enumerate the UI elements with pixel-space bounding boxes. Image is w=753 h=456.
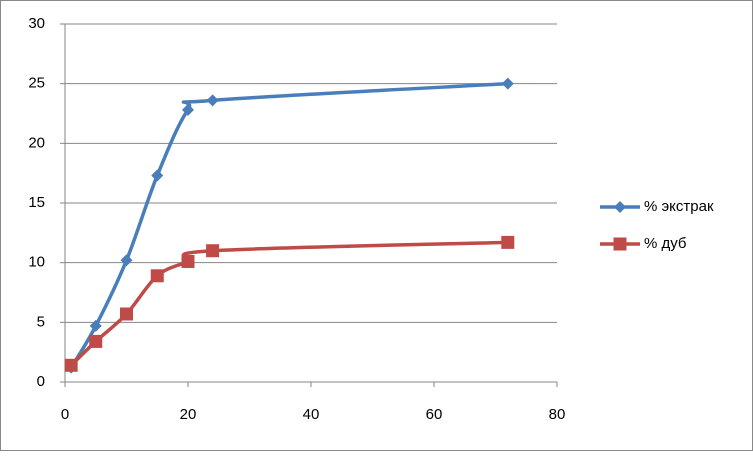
y-tick-label: 30: [28, 15, 45, 32]
marker: [89, 334, 103, 348]
y-tick-label: 15: [28, 194, 45, 211]
x-tick-label: 20: [180, 406, 197, 423]
marker: [206, 244, 220, 258]
x-tick-label: 80: [549, 406, 566, 423]
marker: [151, 169, 164, 182]
y-tick-label: 10: [28, 254, 45, 271]
marker: [120, 254, 133, 267]
marker: [501, 77, 514, 90]
marker: [120, 307, 133, 321]
marker: [89, 319, 102, 332]
x-tick-label: 60: [426, 406, 443, 423]
legend-label: % экстрак: [644, 198, 714, 215]
y-tick-label: 25: [28, 75, 45, 92]
marker: [182, 103, 194, 116]
marker: [613, 237, 627, 251]
marker: [206, 94, 219, 107]
x-tick-label: 40: [303, 406, 320, 423]
legend-label: % дуб: [644, 235, 687, 252]
y-tick-label: 20: [28, 134, 45, 151]
series-line: [69, 81, 508, 369]
marker: [64, 358, 78, 372]
x-tick-label: 0: [61, 406, 69, 423]
marker: [150, 269, 164, 283]
marker: [181, 254, 195, 268]
y-tick-label: 0: [37, 373, 45, 390]
y-tick-label: 5: [37, 313, 45, 330]
marker: [614, 201, 626, 213]
marker: [501, 235, 515, 249]
